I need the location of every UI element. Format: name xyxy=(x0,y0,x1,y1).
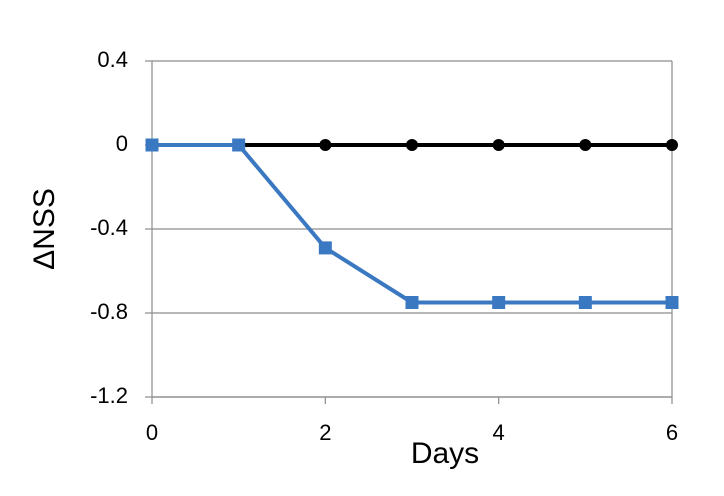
data-point xyxy=(319,139,332,151)
data-point xyxy=(579,139,592,151)
data-point xyxy=(666,139,678,151)
x-tick-label: 4 xyxy=(493,420,505,445)
x-tick-label: 6 xyxy=(666,420,678,445)
y-axis-label: ΔNSS xyxy=(28,188,61,270)
y-tick-label: 0 xyxy=(116,131,128,156)
x-axis-label: Days xyxy=(411,437,479,470)
x-tick-label: 0 xyxy=(146,420,158,445)
series-line xyxy=(152,143,672,305)
data-point xyxy=(492,139,505,151)
y-tick-label: 0.4 xyxy=(97,47,128,72)
data-point xyxy=(665,296,679,309)
x-tick-label: 2 xyxy=(319,420,331,445)
data-point xyxy=(492,296,506,309)
data-point xyxy=(578,296,592,309)
data-point xyxy=(145,138,159,152)
data-point xyxy=(318,241,332,255)
data-point xyxy=(405,296,419,309)
y-tick-label: -0.8 xyxy=(90,299,128,324)
data-point xyxy=(232,138,246,152)
y-tick-label: -1.2 xyxy=(90,383,128,408)
y-tick-label: -0.4 xyxy=(90,215,128,240)
data-point xyxy=(406,139,418,151)
